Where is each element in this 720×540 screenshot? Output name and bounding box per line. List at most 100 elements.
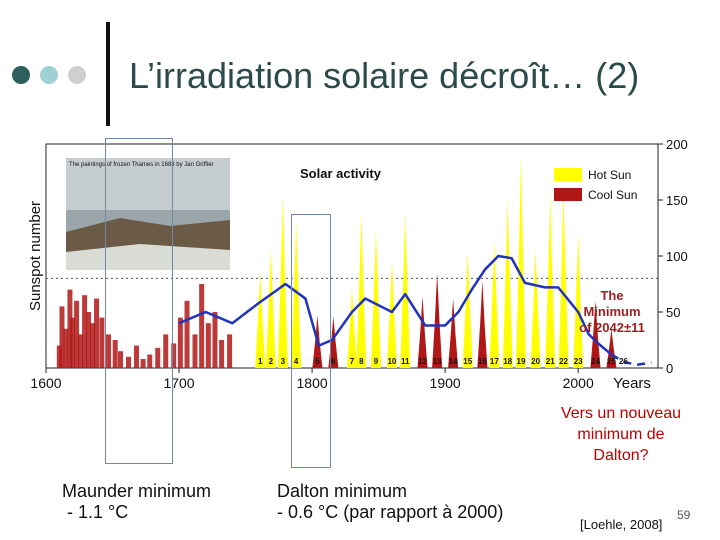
bullet-dot-1 [12, 66, 30, 84]
x-tick-1900: 1900 [430, 375, 461, 391]
cycle-peak-17 [502, 197, 513, 368]
y-axis-label: Sunspot number [27, 201, 44, 311]
early-observation-27 [212, 312, 218, 368]
legend-label-1: Cool Sun [588, 188, 637, 202]
early-observation-17 [140, 359, 146, 368]
cycle-peak-2 [277, 195, 288, 368]
cycle-peak-23 [590, 300, 601, 368]
cycle-peak-8 [370, 229, 382, 368]
cycle-label-26: 26 [619, 357, 628, 366]
early-observation-10 [94, 298, 100, 368]
y-tick-150: 150 [666, 193, 688, 208]
early-observation-23 [184, 300, 190, 368]
cycle-label-8: 8 [359, 357, 364, 366]
solar-activity-chart: The paintings of frozen Thames in 1683 b… [27, 140, 688, 392]
cycle-peak-11 [417, 296, 428, 368]
legend-swatch-1 [554, 188, 582, 201]
prediction-label: The Minimum of 2042±11 [579, 288, 645, 335]
cycle-label-14: 14 [449, 357, 458, 366]
cycle-peak-12 [432, 272, 443, 368]
smoothed-activity-line [178, 254, 613, 356]
cycle-peak-10 [400, 212, 411, 368]
cycle-label-7: 7 [350, 357, 355, 366]
early-observation-18 [147, 354, 153, 368]
cycle-label-15: 15 [463, 357, 472, 366]
dalton-highlight-box [291, 214, 331, 468]
cycle-peak-22 [573, 233, 584, 368]
title-divider [106, 22, 110, 126]
painting-sky [66, 158, 230, 210]
early-observation-29 [227, 334, 233, 368]
cycle-peak-1 [265, 249, 276, 368]
cycle-label-6: 6 [331, 357, 336, 366]
early-observation-6 [78, 334, 84, 368]
x-tick-1800: 1800 [297, 375, 328, 391]
x-tick-1600: 1600 [30, 375, 61, 391]
page-number: 59 [677, 508, 691, 522]
bullet-dot-2 [40, 66, 58, 84]
cycle-label-2: 2 [269, 357, 274, 366]
cycle-label-10: 10 [387, 357, 396, 366]
chart-title: Solar activity [300, 166, 382, 181]
y-tick-50: 50 [666, 305, 680, 320]
cycle-peak-6 [346, 288, 358, 368]
cycle-label-23: 23 [574, 357, 583, 366]
cycle-peak-20 [545, 194, 556, 368]
maunder-highlight-box [105, 138, 173, 464]
early-observation-25 [199, 284, 205, 368]
early-observation-9 [90, 323, 96, 368]
cycle-label-9: 9 [374, 357, 379, 366]
early-observation-3 [67, 289, 73, 368]
cycle-label-16: 16 [478, 357, 487, 366]
cycle-label-5: 5 [315, 357, 320, 366]
early-observation-20 [163, 334, 169, 368]
cycle-peak-14 [462, 251, 473, 368]
early-observation-19 [155, 347, 161, 368]
early-observation-2 [63, 328, 69, 368]
early-observation-8 [86, 312, 92, 368]
x-tick-1700: 1700 [163, 375, 194, 391]
legend-swatch-0 [554, 168, 582, 181]
reference-citation: [Loehle, 2008] [580, 517, 663, 532]
cycle-peak-24 [606, 328, 617, 368]
early-observation-24 [192, 334, 198, 368]
maunder-caption: Maunder minimum - 1.1 °C [62, 481, 212, 522]
early-observation-11 [99, 317, 105, 368]
early-observation-13 [112, 340, 118, 368]
forecast-line [610, 353, 652, 366]
cycle-label-22: 22 [559, 357, 568, 366]
early-observation-0 [56, 345, 62, 368]
cycle-peak-9 [386, 261, 397, 368]
early-observation-22 [177, 317, 183, 368]
cycle-label-3: 3 [281, 357, 286, 366]
slide-title: L’irradiation solaire décroît… (2) [129, 55, 640, 96]
early-observation-1 [59, 306, 65, 368]
cycle-label-24: 24 [591, 357, 600, 366]
dalton-question-note: Vers un nouveau minimum de Dalton? [560, 405, 682, 464]
early-observation-28 [219, 340, 225, 368]
y-tick-100: 100 [666, 249, 688, 264]
early-observation-26 [205, 323, 211, 368]
cycle-peak-16 [489, 240, 500, 368]
cycle-label-12: 12 [418, 357, 427, 366]
x-tick-2000: 2000 [563, 375, 594, 391]
cycle-peak-18 [515, 155, 527, 368]
cycle-label-1: 1 [258, 357, 263, 366]
early-observation-16 [133, 345, 139, 368]
early-observation-14 [118, 351, 124, 368]
cycle-label-25: 25 [607, 357, 616, 366]
y-tick-0: 0 [666, 361, 673, 376]
early-observation-12 [106, 334, 112, 368]
cycle-label-21: 21 [546, 357, 555, 366]
early-observation-21 [171, 343, 177, 368]
cycle-peak-21 [558, 191, 569, 368]
early-observation-15 [125, 356, 131, 368]
bullet-dot-3 [68, 66, 86, 84]
y-tick-200: 200 [666, 140, 688, 152]
cycle-peak-7 [356, 213, 367, 368]
dalton-caption: Dalton minimum - 0.6 °C (par rapport à 2… [277, 481, 504, 522]
cycle-label-11: 11 [401, 357, 410, 366]
legend-label-0: Hot Sun [588, 168, 631, 182]
cycle-label-17: 17 [490, 357, 499, 366]
x-axis-label: Years [613, 375, 651, 392]
